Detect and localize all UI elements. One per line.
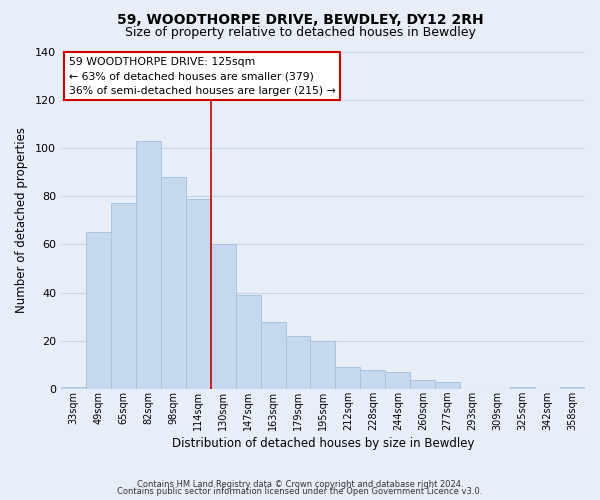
Bar (435, 382, 460, 389)
Bar (136, 140, 161, 389)
Bar (560, 387, 585, 389)
Bar (361, 370, 385, 389)
Text: Size of property relative to detached houses in Bewdley: Size of property relative to detached ho… (125, 26, 475, 39)
Text: 59 WOODTHORPE DRIVE: 125sqm
← 63% of detached houses are smaller (379)
36% of se: 59 WOODTHORPE DRIVE: 125sqm ← 63% of det… (69, 56, 335, 96)
Bar (236, 295, 260, 389)
Text: Contains HM Land Registry data © Crown copyright and database right 2024.: Contains HM Land Registry data © Crown c… (137, 480, 463, 489)
Bar (211, 244, 236, 389)
Bar (286, 336, 310, 389)
Text: 59, WOODTHORPE DRIVE, BEWDLEY, DY12 2RH: 59, WOODTHORPE DRIVE, BEWDLEY, DY12 2RH (116, 12, 484, 26)
Text: Contains public sector information licensed under the Open Government Licence v3: Contains public sector information licen… (118, 487, 482, 496)
Y-axis label: Number of detached properties: Number of detached properties (15, 128, 28, 314)
Bar (260, 322, 286, 389)
X-axis label: Distribution of detached houses by size in Bewdley: Distribution of detached houses by size … (172, 437, 474, 450)
Bar (510, 387, 535, 389)
Bar (161, 177, 186, 389)
Bar (385, 372, 410, 389)
Bar (61, 387, 86, 389)
Bar (111, 204, 136, 389)
Bar (310, 341, 335, 389)
Bar (335, 368, 361, 389)
Bar (410, 380, 435, 389)
Bar (186, 198, 211, 389)
Bar (86, 232, 111, 389)
